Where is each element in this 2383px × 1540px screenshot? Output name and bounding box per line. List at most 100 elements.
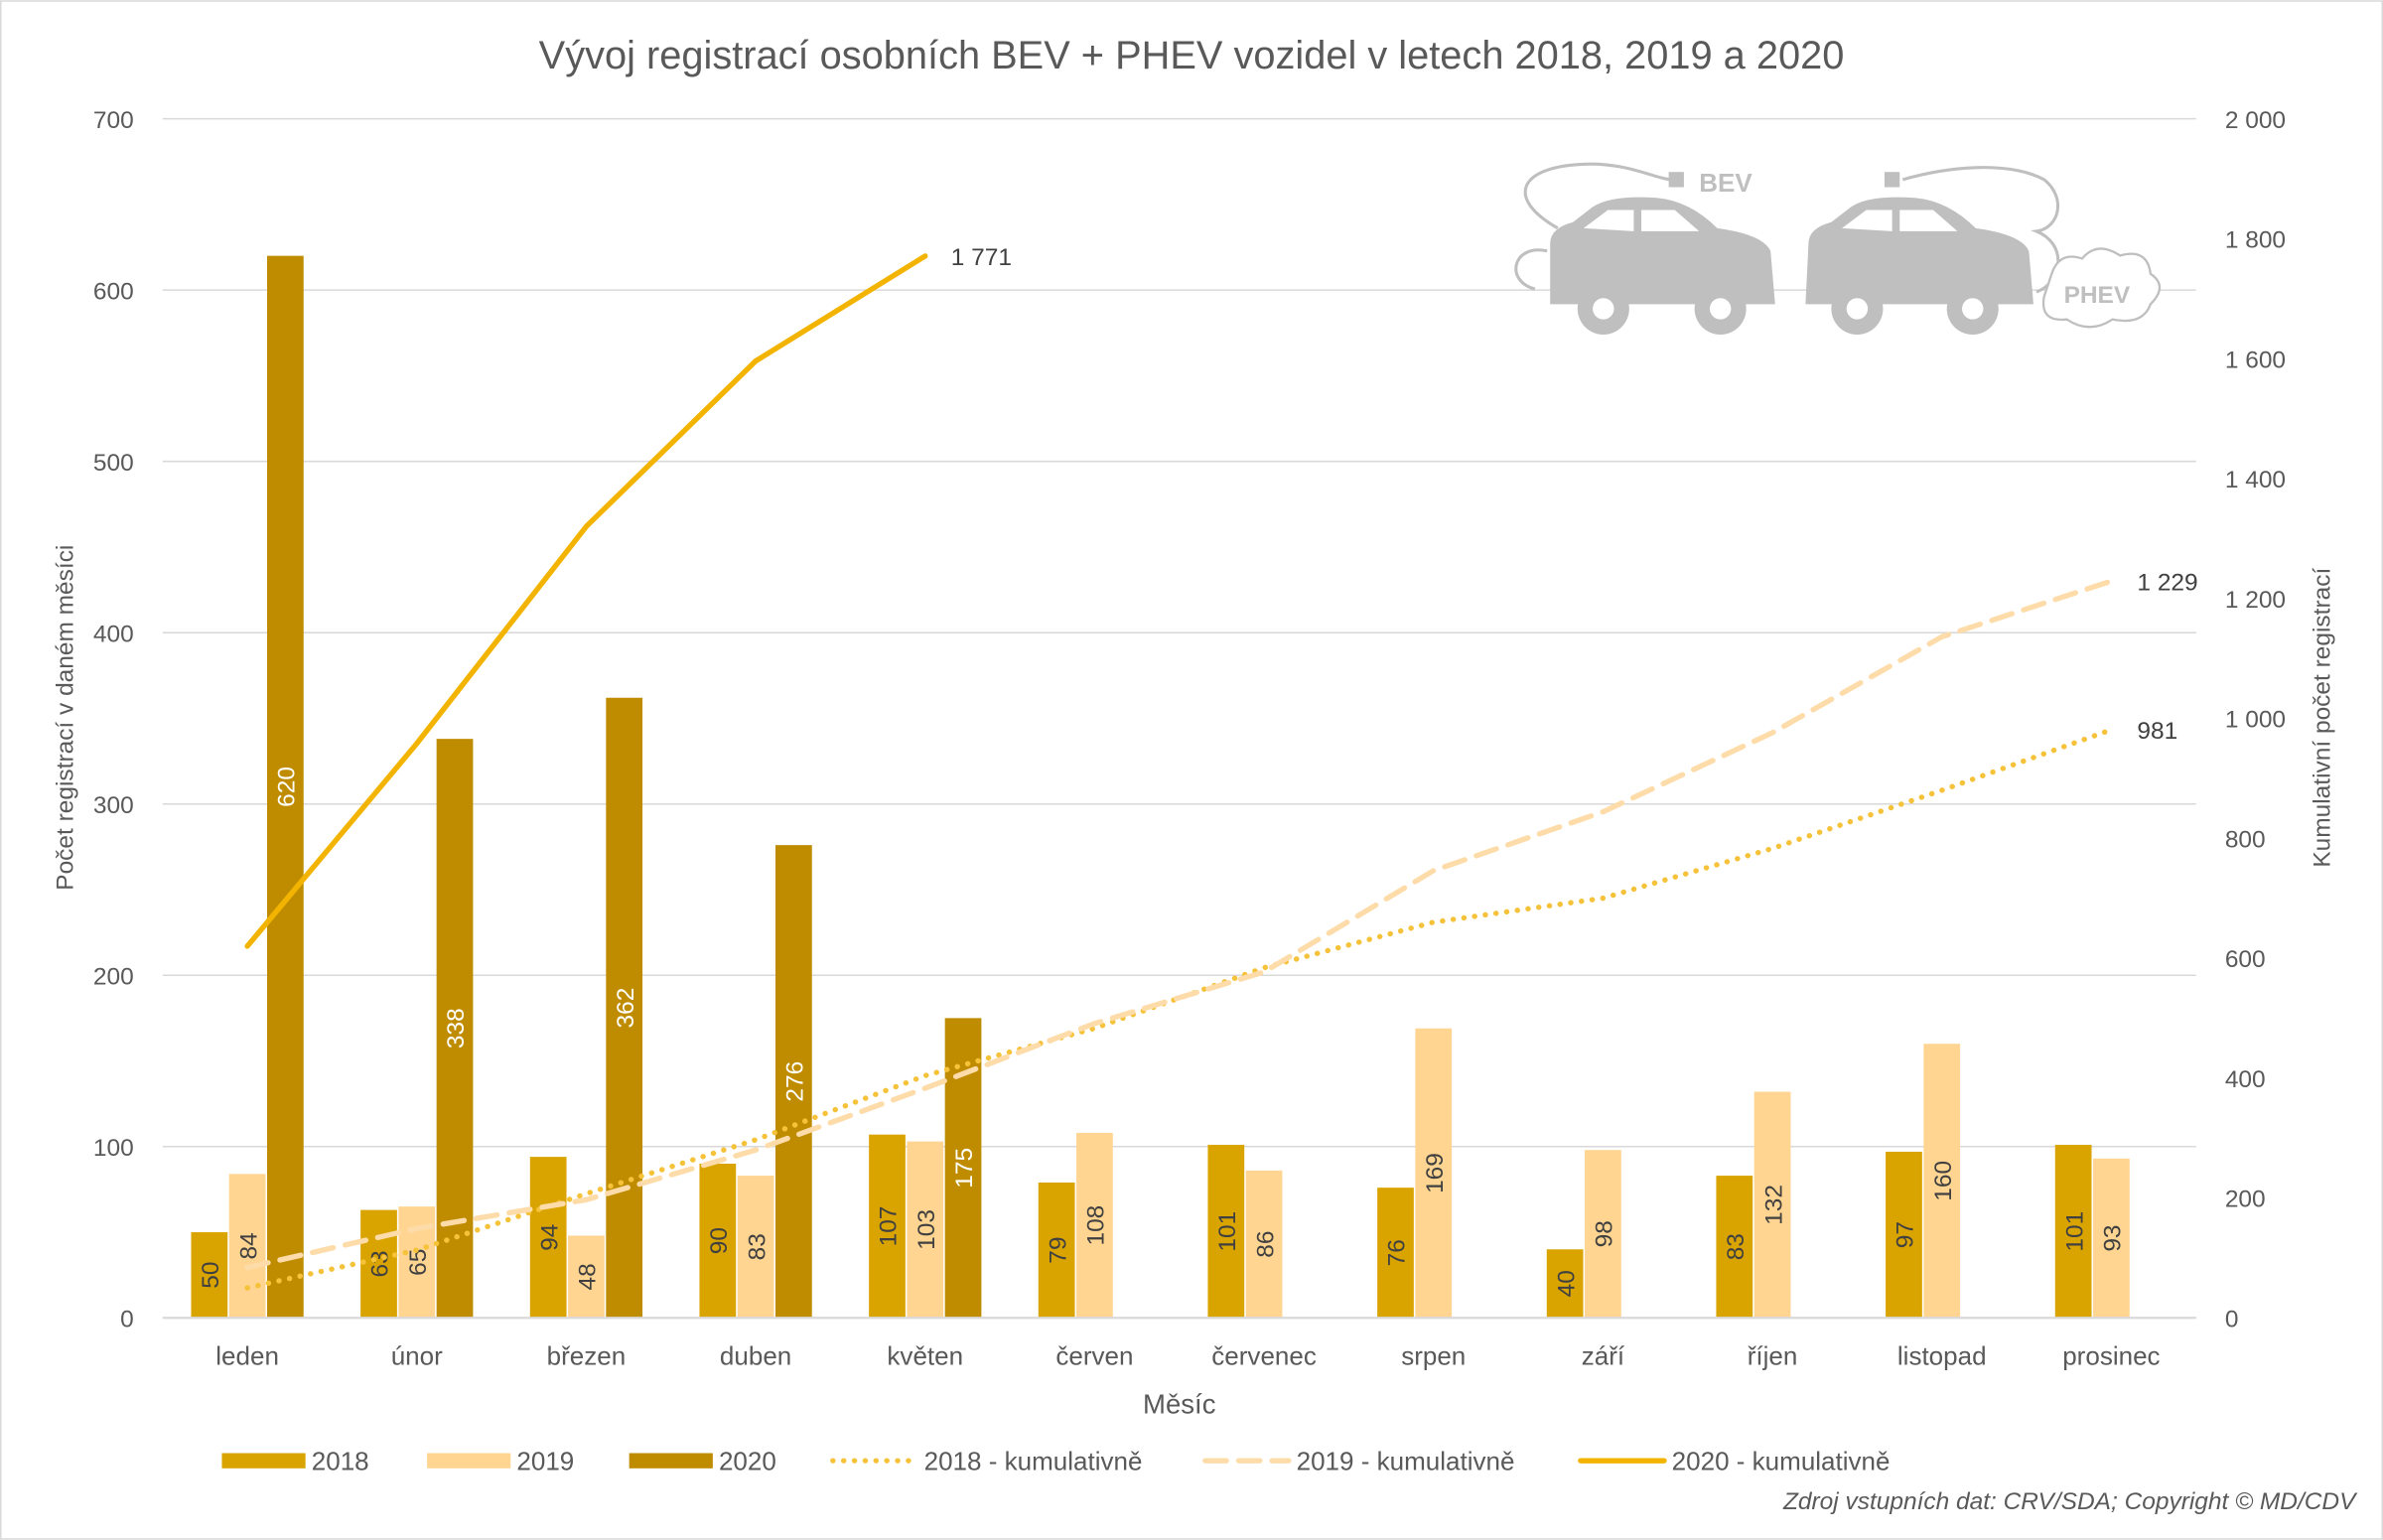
y2-tick-label: 1 400 — [2225, 467, 2286, 493]
legend-label: 2019 - kumulativně — [1297, 1446, 1515, 1475]
legend-label: 2018 — [312, 1446, 369, 1475]
y2-tick-label: 1 000 — [2225, 707, 2286, 734]
bar-data-label: 63 — [367, 1250, 394, 1277]
chart-title: Vývoj registrací osobních BEV + PHEV voz… — [539, 34, 1845, 77]
line-2020---kumulativně — [244, 253, 928, 949]
y2-tick-label: 200 — [2225, 1187, 2266, 1213]
bev-phev-logo: BEV PHEV — [1514, 162, 2162, 335]
bar-data-label: 48 — [575, 1263, 602, 1290]
bar-data-label: 76 — [1384, 1239, 1411, 1266]
legend-label: 2019 — [516, 1446, 574, 1475]
bar-2019 — [1245, 1170, 1283, 1319]
bar-data-label: 175 — [951, 1148, 978, 1189]
axes: 0 100 200 300 400 500 600 700 0 200 400 600 800 1 000… — [93, 107, 2286, 1371]
x-tick-label: srpen — [1401, 1341, 1466, 1371]
x-tick-label: leden — [215, 1341, 279, 1371]
line-end-label: 1 229 — [2137, 569, 2197, 596]
y2-tick-label: 2 000 — [2225, 107, 2286, 134]
bar-data-label: 620 — [274, 767, 301, 807]
bar-2019 — [568, 1235, 605, 1319]
y2-tick-label: 800 — [2225, 826, 2266, 853]
bar-data-label: 40 — [1553, 1270, 1580, 1297]
bar-data-label: 132 — [1760, 1185, 1787, 1225]
x-tick-label: září — [1582, 1341, 1625, 1371]
bar-data-label: 362 — [613, 988, 639, 1029]
y-tick-label: 0 — [120, 1306, 134, 1332]
svg-text:PHEV: PHEV — [2064, 282, 2131, 309]
x-tick-label: únor — [391, 1341, 443, 1371]
bar-2018 — [1207, 1145, 1245, 1319]
bar-2018 — [360, 1209, 397, 1319]
svg-text:BEV: BEV — [1699, 168, 1752, 198]
bar-2019 — [1923, 1044, 1961, 1319]
y2-tick-label: 400 — [2225, 1066, 2266, 1093]
bar-data-label: 84 — [235, 1232, 262, 1259]
y-tick-label: 700 — [93, 107, 134, 134]
x-tick-label: říjen — [1748, 1341, 1798, 1371]
bar-2019 — [737, 1176, 774, 1319]
bar-2018 — [1038, 1182, 1075, 1319]
legend: 2018 2019 2020 2018 - kumulativně 2019 - kum… — [221, 1446, 1890, 1475]
y2-tick-label: 1 200 — [2225, 587, 2286, 614]
legend-swatch — [629, 1453, 713, 1469]
y-tick-label: 200 — [93, 963, 134, 990]
x-tick-label: listopad — [1897, 1341, 1987, 1371]
bar-2019 — [1585, 1150, 1621, 1319]
bar-data-label: 86 — [1252, 1230, 1279, 1257]
bar-data-label: 94 — [536, 1224, 563, 1251]
bar-data-label: 90 — [706, 1227, 733, 1254]
line-end-label: 1 771 — [951, 244, 1012, 271]
bar-2018 — [869, 1134, 906, 1319]
legend-label: 2018 - kumulativně — [924, 1446, 1143, 1475]
legend-swatch — [427, 1453, 511, 1469]
bar-data-label: 65 — [405, 1249, 432, 1276]
bar-2019 — [228, 1174, 266, 1319]
bars: 50 63 94 90 107 79 101 76 40 83 97 101 84 65 48 83 103 10… — [191, 255, 2130, 1319]
y-tick-label: 400 — [93, 621, 134, 647]
bar-2018 — [529, 1157, 567, 1319]
bar-2018 — [2054, 1145, 2092, 1319]
bar-data-label: 50 — [198, 1262, 224, 1289]
x-tick-label: červen — [1055, 1341, 1133, 1371]
y-tick-label: 600 — [93, 278, 134, 305]
bar-data-label: 107 — [876, 1206, 903, 1247]
x-tick-label: prosinec — [2062, 1341, 2160, 1371]
bar-2018 — [699, 1164, 737, 1319]
bar-data-label: 276 — [782, 1061, 809, 1102]
bar-2018 — [1886, 1151, 1922, 1319]
bar-data-label: 101 — [2061, 1211, 2088, 1252]
bar-data-label: 79 — [1045, 1237, 1071, 1264]
bar-2018 — [1377, 1188, 1414, 1319]
x-tick-label: červenec — [1211, 1341, 1317, 1371]
x-tick-label: březen — [547, 1341, 627, 1371]
y2-tick-label: 0 — [2225, 1306, 2239, 1332]
bar-2018 — [1716, 1176, 1753, 1319]
bar-data-label: 97 — [1892, 1221, 1919, 1248]
bar-2019 — [1415, 1028, 1453, 1319]
x-axis-label: Měsíc — [1143, 1389, 1216, 1420]
bar-data-label: 93 — [2100, 1224, 2127, 1251]
x-tick-label: květen — [887, 1341, 963, 1371]
bar-2019 — [2093, 1158, 2130, 1319]
bar-2019 — [907, 1141, 944, 1319]
bar-data-label: 169 — [1422, 1153, 1449, 1193]
bar-2020 — [774, 845, 812, 1319]
y-axis-label: Počet registrací v daném měsíci — [52, 545, 78, 891]
bar-data-label: 103 — [913, 1209, 940, 1250]
line-end-label: 981 — [2137, 718, 2177, 745]
legend-label: 2020 — [719, 1446, 776, 1475]
x-tick-label: duben — [720, 1341, 791, 1371]
y2-tick-label: 1 600 — [2225, 347, 2286, 373]
y-tick-label: 300 — [93, 792, 134, 819]
y2-tick-label: 1 800 — [2225, 227, 2286, 254]
bar-2018 — [1546, 1249, 1584, 1319]
y-tick-label: 500 — [93, 450, 134, 477]
y2-axis-label: Kumulativní počet registrací — [2309, 568, 2335, 868]
bar-data-label: 83 — [1723, 1233, 1750, 1260]
bar-data-label: 83 — [744, 1233, 771, 1260]
legend-label: 2020 - kumulativně — [1672, 1446, 1891, 1475]
bar-data-label: 160 — [1930, 1161, 1957, 1201]
legend-swatch — [221, 1453, 306, 1469]
bar-2020 — [267, 255, 304, 1319]
